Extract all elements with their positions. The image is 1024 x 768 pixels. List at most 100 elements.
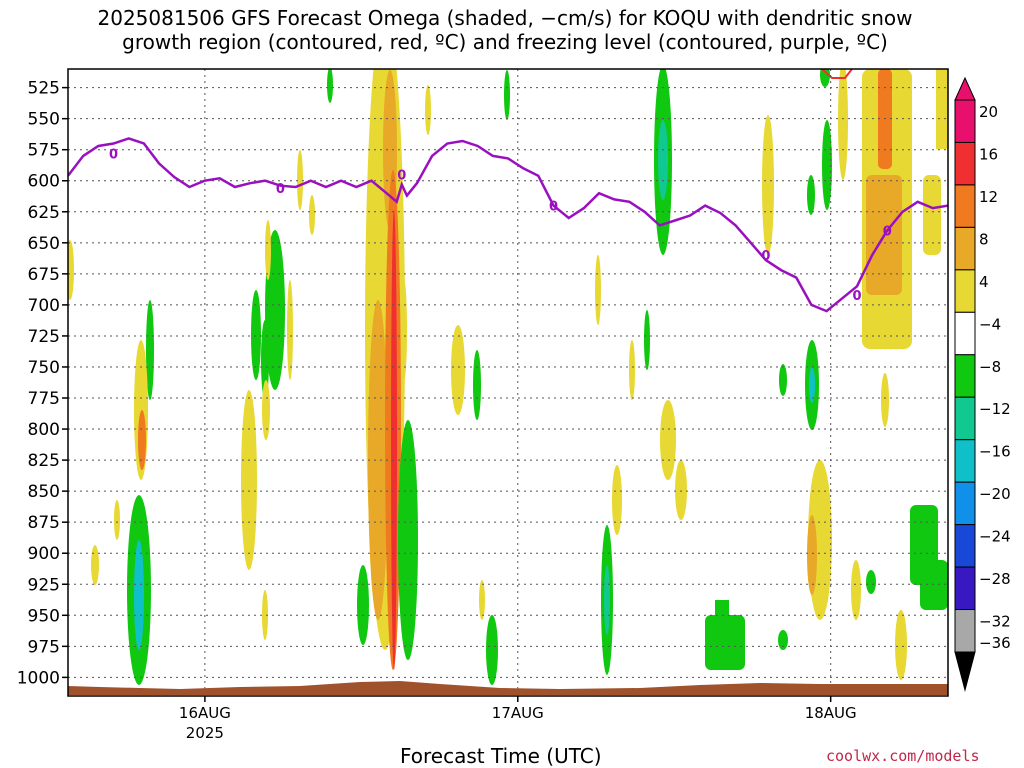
omega-blob [604,565,610,635]
colorbar-label: −28 [979,570,1011,588]
colorbar-segment [954,566,976,611]
colorbar-segment [954,524,976,568]
omega-shading [68,69,948,685]
omega-blob [473,350,481,420]
omega-blob [241,390,257,570]
omega-blob [866,570,876,594]
omega-blob [923,175,941,255]
omega-blob [838,69,848,180]
y-tick-label: 575 [28,141,60,161]
omega-blob [287,280,293,380]
y-tick-label: 775 [28,389,60,409]
omega-blob [936,69,948,149]
omega-blob [807,515,817,595]
colorbar-label: −32 [979,613,1011,631]
y-tick-label: 525 [28,79,60,99]
omega-blob [398,420,418,660]
freezing-level-label: 0 [883,224,892,239]
y-tick-label: 950 [28,606,60,626]
colorbar-label: 8 [979,230,989,248]
omega-blob [261,320,269,400]
chart-title: 2025081506 GFS Forecast Omega (shaded, −… [97,6,913,54]
freezing-level-label: 0 [109,147,118,162]
colorbar-label: −8 [979,358,1001,376]
colorbar-segment [954,609,976,653]
y-tick-label: 725 [28,327,60,347]
omega-blob [265,220,271,280]
omega-blob [807,175,815,215]
colorbar-segment [954,269,976,313]
colorbar-label: 4 [979,273,989,291]
plot-frame [67,68,949,697]
colorbar-label: −16 [979,443,1011,461]
y-tick-label: 875 [28,513,60,533]
omega-blob [91,545,99,585]
omega-blob [675,460,687,520]
omega-blob [262,380,270,440]
freezing-level-label: 0 [852,289,861,304]
omega-blob [644,310,650,370]
freezing-level-label: 0 [761,249,770,264]
colorbar-segment [954,141,976,186]
x-tick-label: 18AUG [805,704,857,722]
colorbar-label: −20 [979,485,1011,503]
omega-blob [134,540,144,650]
omega-blob [595,255,601,325]
omega-blob [504,70,510,120]
omega-blob [715,600,729,625]
colorbar: 20 16 12 8 4 −4 −8 −12 −16 −20 −24 −28 −32 −36 [954,76,1011,692]
colorbar-label: −4 [979,315,1001,333]
x-tick-sublabel: 2025 [186,724,224,742]
omega-blob [762,115,774,255]
y-tick-label: 825 [28,451,60,471]
omega-blob [138,410,146,470]
colorbar-segment [954,311,976,356]
freezing-level-label: 0 [397,169,406,184]
colorbar-label: −24 [979,528,1011,546]
omega-blob [451,325,465,415]
freezing-level: 0 0 0 0 0 0 0 [68,137,948,313]
colorbar-segment [954,184,976,228]
omega-blob [895,610,907,680]
colorbar-segment [954,481,976,526]
y-tick-label: 625 [28,203,60,223]
omega-blob [425,85,431,135]
omega-blob [612,465,622,535]
grid [68,69,948,696]
colorbar-label: 16 [979,145,998,163]
omega-blob [779,364,787,396]
omega-blob [778,630,788,650]
omega-blob [629,340,635,400]
colorbar-segment [954,354,976,398]
colorbar-segment [954,226,976,271]
omega-blob [309,195,315,235]
dgz-contour [821,69,853,79]
colorbar-label: 12 [979,188,998,206]
omega-blob [486,615,498,685]
colorbar-label: −12 [979,400,1011,418]
colorbar-segment [954,439,976,483]
x-tick-label: 17AUG [492,704,544,722]
omega-blob [68,240,74,300]
omega-blob [881,373,889,427]
y-tick-label: 600 [28,172,60,192]
omega-blob [705,615,745,670]
y-tick-label: 800 [28,420,60,440]
omega-blob [809,367,815,403]
y-tick-label: 675 [28,265,60,285]
y-axis: 525 550 575 600 625 650 675 700 725 750 775 800 825 8… [17,79,68,688]
colorbar-segment [954,396,976,441]
credit-link[interactable]: coolwx.com/models [826,747,980,765]
omega-blob [391,210,397,670]
x-tick-label: 16AUG [179,704,231,722]
omega-blob [262,590,268,640]
omega-blob [401,280,407,380]
omega-blob [357,565,369,645]
omega-blob [658,120,668,200]
omega-blob [920,560,948,610]
colorbar-label: −36 [979,634,1011,652]
omega-blob [251,290,261,380]
colorbar-label: 20 [979,103,998,121]
freezing-level-label: 0 [549,200,558,215]
